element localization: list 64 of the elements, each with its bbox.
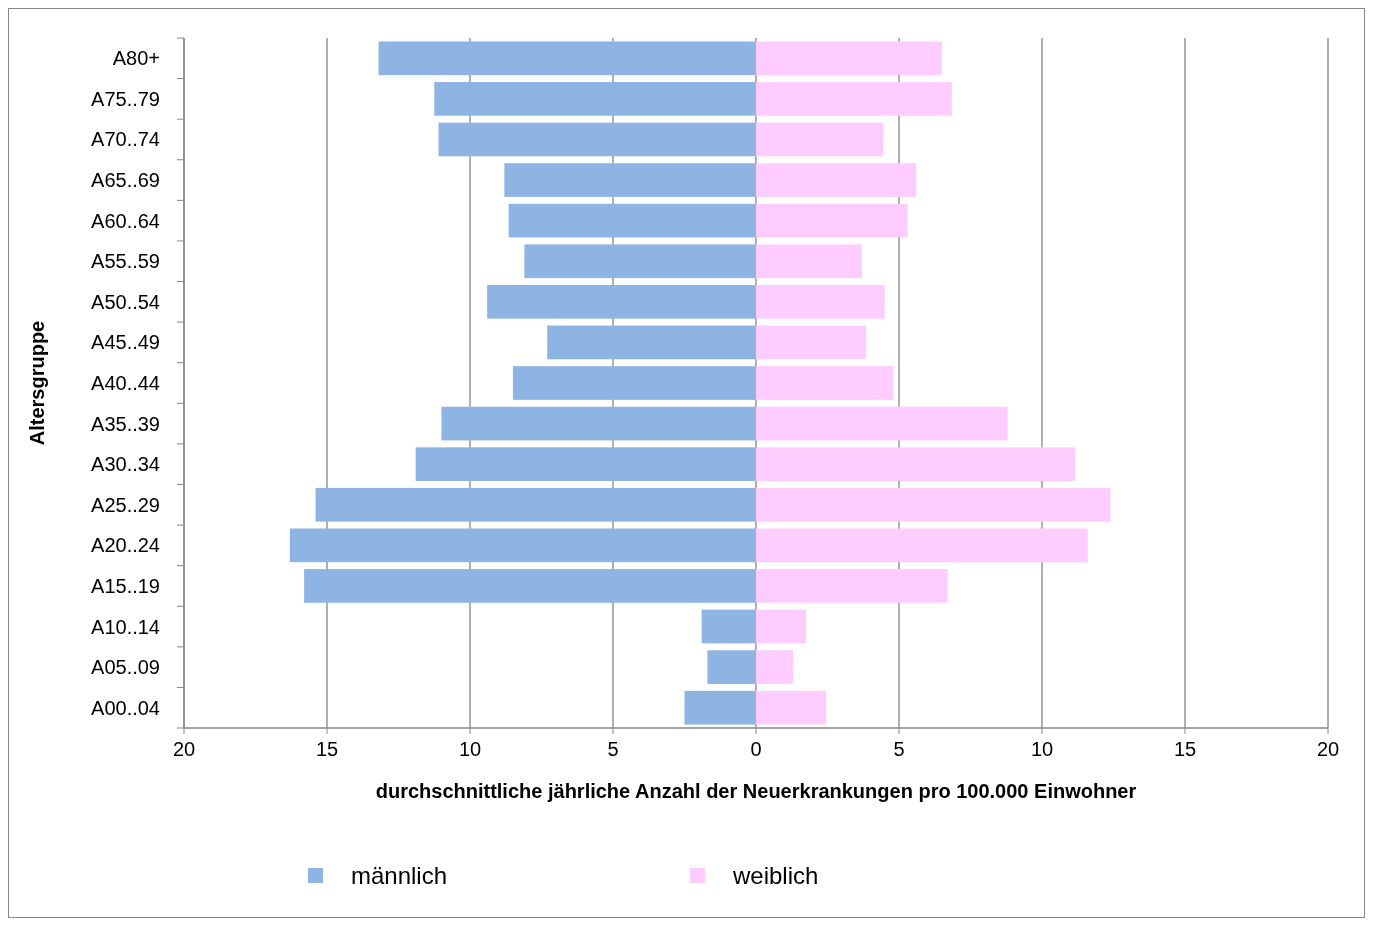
bar	[508, 203, 756, 238]
x-tick-label: 20	[172, 738, 196, 760]
y-tick-label: A70..74	[91, 128, 160, 151]
bar	[756, 406, 1008, 441]
bar	[487, 284, 756, 319]
bar	[701, 609, 756, 644]
x-tick-label: 15	[315, 738, 339, 760]
bar	[756, 244, 862, 279]
bar	[756, 122, 884, 157]
bar	[756, 650, 794, 684]
y-tick-label: A80+	[112, 47, 160, 70]
bar	[315, 487, 756, 522]
bar	[512, 366, 756, 400]
bar	[707, 650, 756, 684]
bar	[756, 82, 952, 116]
bar	[438, 122, 756, 157]
y-tick-label: A35..39	[91, 412, 160, 435]
bar	[547, 325, 756, 360]
bar	[756, 569, 948, 603]
bar	[378, 41, 756, 76]
y-tick-label: A65..69	[91, 169, 160, 192]
bar	[756, 41, 942, 76]
y-tick-label: A45..49	[91, 331, 160, 354]
y-axis-title: Altersgruppe	[26, 320, 48, 446]
bar	[756, 690, 827, 725]
bar	[756, 284, 885, 319]
bar	[756, 325, 867, 360]
bar	[756, 203, 908, 238]
y-tick-label: A00..04	[91, 696, 160, 719]
bar	[684, 690, 756, 725]
x-tick-label: 20	[1316, 738, 1340, 760]
y-tick-label: A75..79	[91, 87, 160, 110]
bar	[524, 244, 756, 279]
x-tick-label: 5	[893, 738, 905, 760]
bar	[756, 609, 807, 644]
y-tick-label: A50..54	[91, 290, 160, 313]
x-axis-title: durchschnittliche jährliche Anzahl der Neuerkrankungen pro 100.000 Einwohner	[375, 780, 1137, 802]
bar	[434, 82, 756, 116]
x-tick-label: 10	[458, 738, 482, 760]
y-tick-label: A10..14	[91, 615, 160, 638]
legend-label: männlich	[351, 862, 448, 889]
y-tick-label: A40..44	[91, 372, 160, 394]
y-tick-label: A25..29	[91, 493, 160, 516]
y-tick-label: A05..09	[91, 656, 160, 679]
x-tick-label: 5	[607, 738, 619, 760]
y-tick-label: A15..19	[91, 574, 160, 597]
y-tick-label: A60..64	[91, 209, 160, 232]
bar	[415, 447, 756, 482]
legend-label: weiblich	[732, 862, 819, 889]
bar	[756, 528, 1088, 563]
bar	[441, 406, 756, 441]
x-tick-label: 10	[1030, 738, 1054, 760]
bar	[756, 447, 1075, 482]
y-tick-label: A55..59	[91, 250, 160, 273]
y-tick-label: A20..24	[91, 534, 160, 557]
bar	[756, 366, 894, 400]
y-tick-label: A30..34	[91, 453, 160, 476]
bar	[756, 487, 1111, 522]
x-tick-label: 15	[1173, 738, 1197, 760]
bar	[756, 163, 917, 197]
bar	[304, 569, 756, 603]
bar	[289, 528, 756, 563]
bar	[504, 163, 756, 197]
x-tick-label: 0	[750, 738, 762, 760]
